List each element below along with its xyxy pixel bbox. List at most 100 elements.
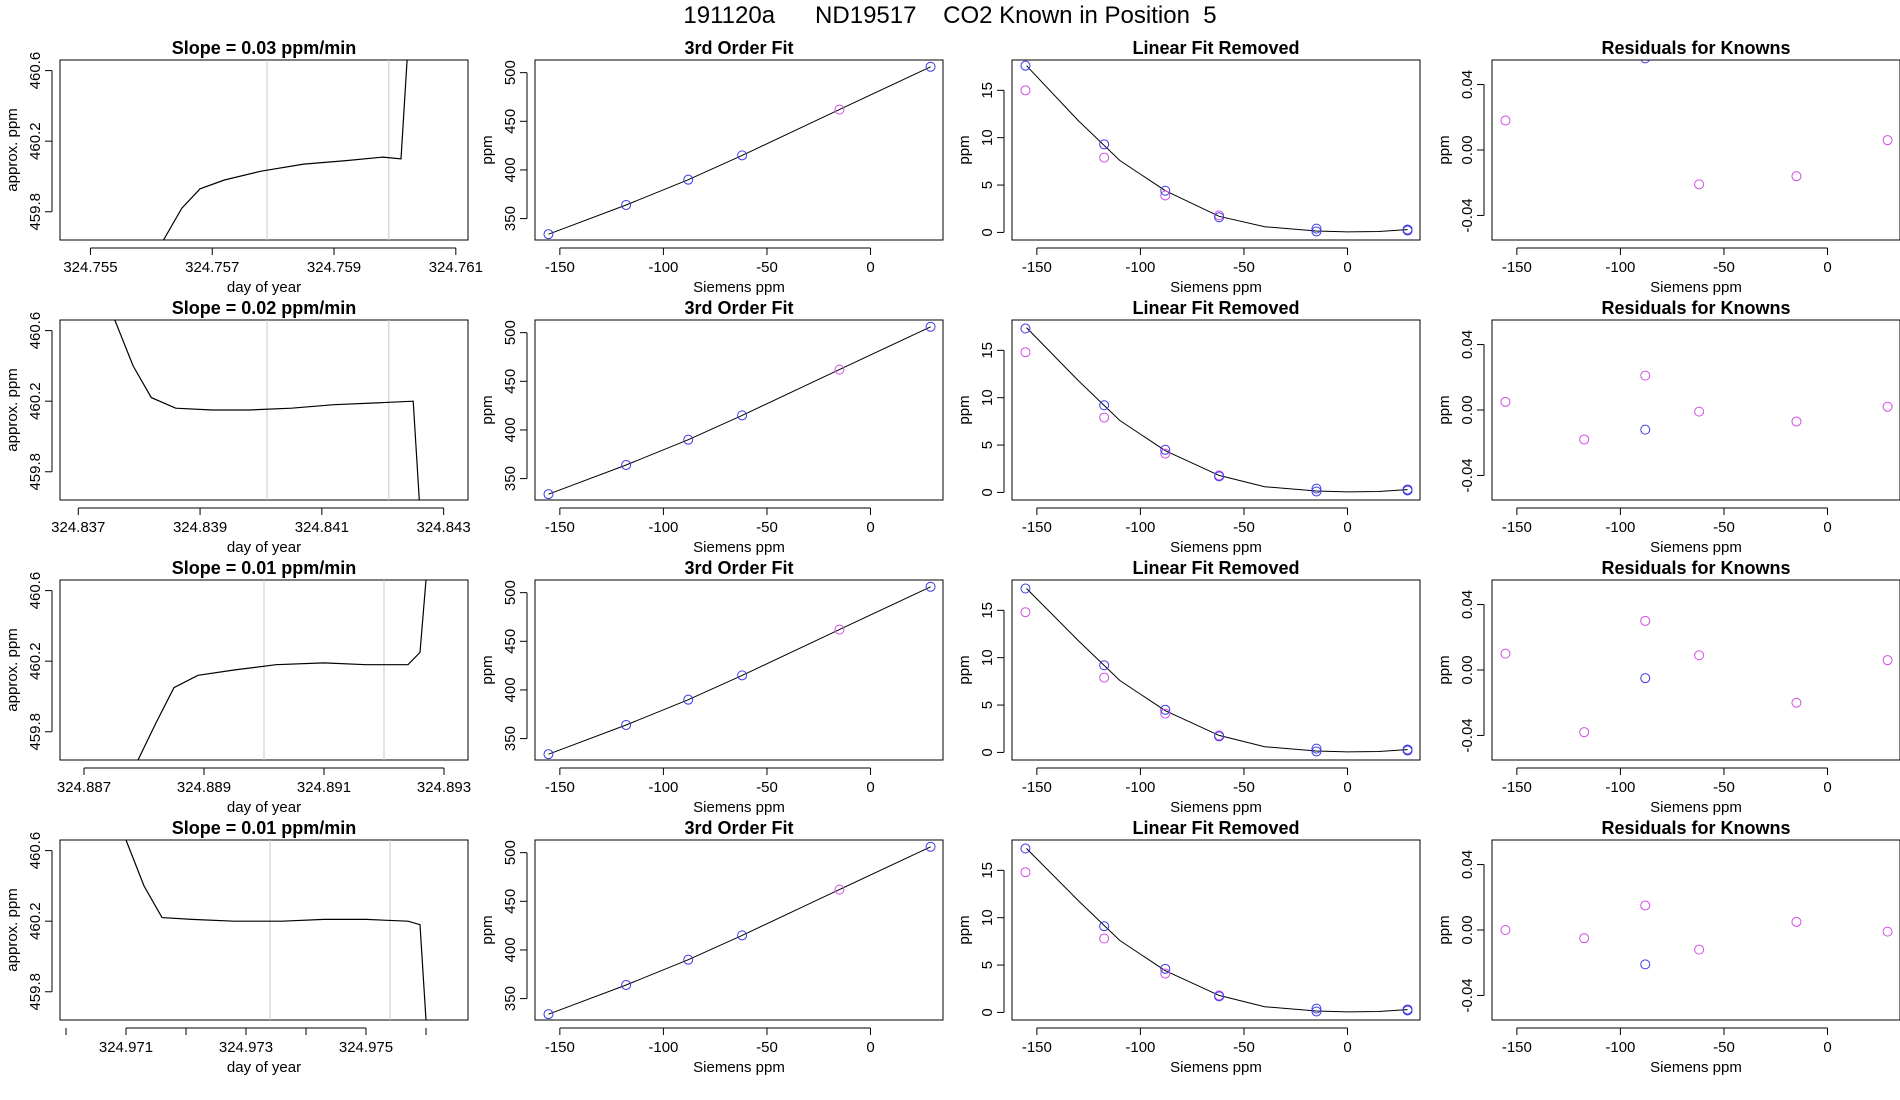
y-tick-label: 5 <box>979 441 996 449</box>
standard-point <box>621 459 632 470</box>
known-point <box>1640 900 1651 911</box>
x-axis-label: day of year <box>227 799 301 816</box>
y-tick-label: 400 <box>502 937 519 962</box>
y-axis-label: ppm <box>956 395 973 424</box>
x-tick-label: 324.841 <box>295 519 349 536</box>
y-tick-label: 15 <box>979 862 996 879</box>
plot-area <box>125 840 427 1020</box>
known-point <box>1640 370 1651 381</box>
fit-curve <box>548 846 931 1015</box>
standard-point <box>1020 583 1031 594</box>
panel-title: 3rd Order Fit <box>684 38 793 58</box>
standard-point <box>1640 60 1650 64</box>
known-point <box>1694 650 1705 661</box>
known-point <box>834 624 845 635</box>
x-tick-label: 0 <box>1823 519 1831 536</box>
plot-area <box>1020 323 1413 497</box>
known-point <box>1214 210 1225 221</box>
panel-4-1: Slope = 0.01 ppm/min 324.971 324.973 324.97… <box>4 818 469 1076</box>
y-tick-label: 500 <box>502 320 519 345</box>
panel-title: Linear Fit Removed <box>1132 818 1299 838</box>
known-point <box>1500 396 1511 407</box>
standard-point <box>925 321 936 332</box>
plot-area <box>543 841 936 1020</box>
x-axis-label: Siemens ppm <box>693 1059 785 1076</box>
standard-point <box>543 749 554 760</box>
y-tick-label: 500 <box>502 840 519 865</box>
standard-point <box>1311 743 1322 754</box>
known-point <box>1020 347 1031 358</box>
plot-frame <box>1011 579 1421 761</box>
y-tick-label: 459.8 <box>27 453 44 491</box>
x-tick-label: -100 <box>1125 259 1155 276</box>
y-tick-label: -0.04 <box>1459 978 1476 1012</box>
y-tick-label: 0.04 <box>1459 70 1476 99</box>
known-point <box>1579 933 1590 944</box>
known-point <box>1882 401 1893 412</box>
known-point <box>1500 925 1511 935</box>
standard-point <box>683 174 694 185</box>
known-point <box>1791 416 1802 427</box>
y-tick-label: 15 <box>979 82 996 99</box>
plot-frame <box>59 59 469 241</box>
y-axis-label: ppm <box>956 655 973 684</box>
y-tick-label: 10 <box>979 649 996 666</box>
x-axis-label: Siemens ppm <box>1170 1059 1262 1076</box>
x-tick-label: -100 <box>1605 1039 1635 1056</box>
standard-point <box>1311 483 1322 494</box>
x-axis-label: day of year <box>227 1059 301 1076</box>
panel-3-1: Slope = 0.01 ppm/min 324.887 324.889 324.89… <box>4 558 471 816</box>
known-point <box>1694 406 1705 417</box>
plot-area <box>1500 615 1893 738</box>
standard-point <box>1214 212 1225 223</box>
y-tick-label: 460.2 <box>27 382 44 420</box>
x-tick-label: -150 <box>1502 779 1532 796</box>
known-point <box>1694 179 1705 190</box>
y-tick-label: 450 <box>502 109 519 134</box>
y-tick-label: 400 <box>502 157 519 182</box>
known-point <box>1882 926 1893 937</box>
known-point <box>1160 448 1171 459</box>
known-point <box>1020 867 1031 878</box>
x-tick-label: -50 <box>1233 519 1255 536</box>
y-tick-label: 0.04 <box>1459 590 1476 619</box>
x-tick-label: 324.759 <box>307 259 361 276</box>
known-point <box>1099 933 1110 944</box>
panel-4-3: Linear Fit Removed -150 -100 -50 0 Siemens pp… <box>956 818 1421 1076</box>
x-tick-label: -150 <box>1502 519 1532 536</box>
panel-2-4: Residuals for Knowns -150 -100 -50 0 Siemens … <box>1436 298 1900 556</box>
plot-frame <box>1011 59 1421 241</box>
trace-line <box>125 840 427 1020</box>
standard-point <box>1020 323 1031 334</box>
x-tick-label: 324.971 <box>99 1039 153 1056</box>
plot-area <box>543 321 936 500</box>
x-axis-label: Siemens ppm <box>693 539 785 556</box>
plot-frame <box>1491 839 1900 1021</box>
panel-3-3: Linear Fit Removed -150 -100 -50 0 Siemens pp… <box>956 558 1421 816</box>
x-tick-label: -100 <box>1605 779 1635 796</box>
x-tick-label: 324.761 <box>429 259 483 276</box>
known-point <box>1160 968 1171 979</box>
x-tick-label: 0 <box>866 259 874 276</box>
plot-area <box>162 60 408 240</box>
panel-title: Slope = 0.01 ppm/min <box>172 818 357 838</box>
y-tick-label: 450 <box>502 889 519 914</box>
known-point <box>1791 697 1802 708</box>
plot-area <box>1500 370 1893 445</box>
x-tick-label: -100 <box>648 1039 678 1056</box>
known-point <box>834 884 845 895</box>
y-tick-label: 0.00 <box>1459 395 1476 424</box>
plot-frame <box>59 319 469 501</box>
fit-curve <box>1026 848 1408 1013</box>
y-axis-label: ppm <box>1436 135 1453 164</box>
x-tick-label: 0 <box>1343 259 1351 276</box>
trace-line <box>114 320 420 500</box>
known-point <box>1160 190 1171 201</box>
x-tick-label: -100 <box>648 259 678 276</box>
x-tick-label: -150 <box>1022 519 1052 536</box>
plot-frame <box>1011 839 1421 1021</box>
standard-point <box>621 979 632 990</box>
x-tick-label: 0 <box>866 779 874 796</box>
y-tick-label: 400 <box>502 417 519 442</box>
